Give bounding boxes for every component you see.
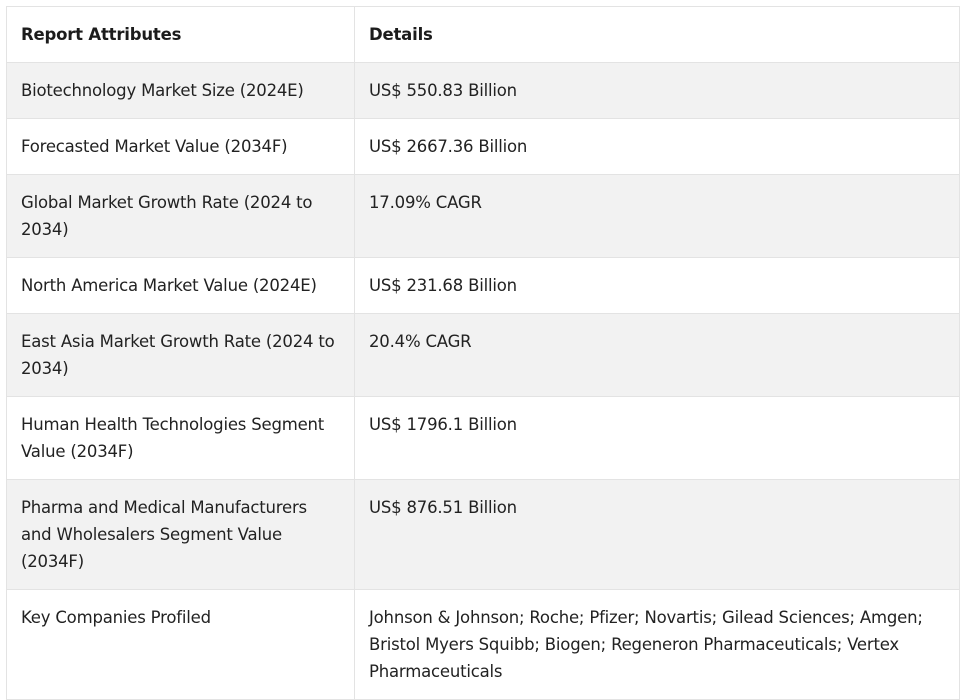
detail-cell: US$ 876.51 Billion — [354, 479, 960, 590]
attribute-cell: East Asia Market Growth Rate (2024 to 20… — [6, 313, 355, 397]
attribute-cell: Human Health Technologies Segment Value … — [6, 396, 355, 480]
attribute-cell: North America Market Value (2024E) — [6, 257, 355, 314]
attribute-cell: Key Companies Profiled — [6, 589, 355, 700]
detail-cell: US$ 1796.1 Billion — [354, 396, 960, 480]
attribute-cell: Biotechnology Market Size (2024E) — [6, 62, 355, 119]
table-row: Global Market Growth Rate (2024 to 2034)… — [6, 174, 960, 258]
header-report-attributes: Report Attributes — [6, 6, 355, 63]
detail-cell: US$ 231.68 Billion — [354, 257, 960, 314]
attribute-cell: Pharma and Medical Manufacturers and Who… — [6, 479, 355, 590]
attribute-cell: Forecasted Market Value (2034F) — [6, 118, 355, 175]
table-header-row: Report Attributes Details — [6, 6, 960, 63]
table-row: Forecasted Market Value (2034F) US$ 2667… — [6, 118, 960, 175]
table-row: Key Companies Profiled Johnson & Johnson… — [6, 589, 960, 700]
report-attributes-table-container: Report Attributes Details Biotechnology … — [6, 6, 960, 700]
report-attributes-table: Report Attributes Details Biotechnology … — [6, 6, 960, 700]
attribute-cell: Global Market Growth Rate (2024 to 2034) — [6, 174, 355, 258]
detail-cell: 20.4% CAGR — [354, 313, 960, 397]
table-row: Human Health Technologies Segment Value … — [6, 396, 960, 480]
detail-cell: 17.09% CAGR — [354, 174, 960, 258]
table-row: Pharma and Medical Manufacturers and Who… — [6, 479, 960, 590]
detail-cell: US$ 2667.36 Billion — [354, 118, 960, 175]
detail-cell: Johnson & Johnson; Roche; Pfizer; Novart… — [354, 589, 960, 700]
table-row: East Asia Market Growth Rate (2024 to 20… — [6, 313, 960, 397]
table-row: North America Market Value (2024E) US$ 2… — [6, 257, 960, 314]
header-details: Details — [354, 6, 960, 63]
table-row: Biotechnology Market Size (2024E) US$ 55… — [6, 62, 960, 119]
detail-cell: US$ 550.83 Billion — [354, 62, 960, 119]
